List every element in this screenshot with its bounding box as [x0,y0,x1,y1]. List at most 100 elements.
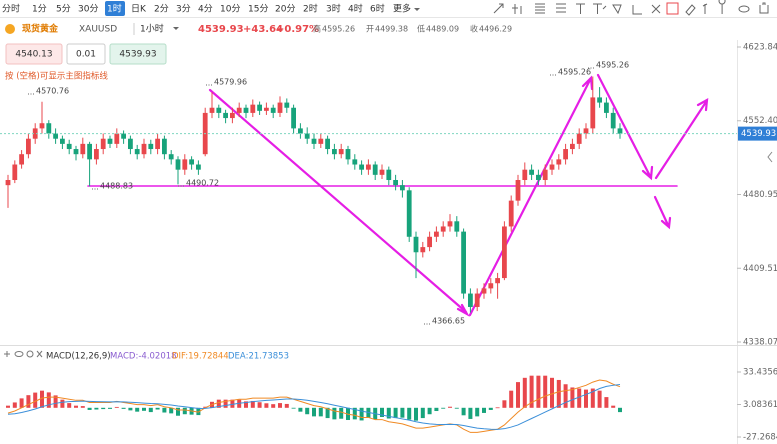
macd-bar [278,403,282,408]
period-button[interactable]: 15分 [248,4,268,15]
last-price-label: 4539.93 [741,129,776,139]
candle-body [502,226,507,279]
period-button[interactable]: 30分 [78,4,98,15]
period-button[interactable]: 5分 [56,4,71,15]
candle-body [542,169,548,181]
period-button[interactable]: 3分 [176,4,191,15]
candle-body [209,107,215,113]
candle-body [60,138,65,144]
candle-body [515,180,521,201]
macd-bar [414,407,418,421]
stat-label: 低 [417,24,425,34]
candle-body [87,143,92,160]
macd-bar [332,407,337,420]
macd-bar [60,399,65,408]
candle-body [604,102,609,113]
candle-body [162,138,167,155]
macd-bar [182,407,187,415]
period-button[interactable]: 6时 [370,3,385,15]
icon-gear[interactable] [26,350,34,358]
icon-lock[interactable] [718,0,726,14]
candle-body [243,107,249,113]
change-pct: +0.97% [276,24,319,35]
candle-body [66,143,72,150]
forecast-alt-arrow [653,195,672,230]
macd-bar [142,407,146,411]
drawings [87,73,709,317]
candle-body [257,104,262,111]
icon-channel-tool [556,3,566,13]
icon-magnet[interactable] [702,3,708,14]
collapse-arrow[interactable] [767,151,773,163]
icon-eraser[interactable] [685,4,696,16]
macd-bar [244,401,248,408]
period-button[interactable]: 1时 [107,3,122,15]
macd-legend: DIF:19.72844 [172,352,229,362]
icon-eye[interactable] [738,5,750,13]
candle-body [576,133,582,144]
icon-settings[interactable] [4,351,10,357]
stat-label: 收 [470,24,478,34]
tool-icons [493,0,769,16]
candle-body [141,143,147,155]
period-button[interactable]: 更多 [393,3,411,15]
qty-box[interactable] [66,43,106,65]
macd-bar [604,397,609,408]
price: 4539.93 [198,24,244,35]
macd-bar [128,407,133,411]
icon-close[interactable] [36,350,43,358]
icon-erase[interactable] [666,2,679,15]
dif-line [7,379,621,433]
order-panel: 4540.13 0.01 4539.93 [5,43,167,65]
macd-bar [108,407,112,409]
macd-bar [339,407,344,419]
candle-body [468,293,473,307]
candle-body [454,221,460,232]
candle-body [5,180,11,186]
candle-body [189,159,194,165]
period-button[interactable]: 3时 [326,3,341,15]
more-caret [414,8,420,11]
candle-body [338,149,344,155]
candle-body [536,174,541,181]
macd-bar [461,407,466,416]
y-tick-label: -27.26845 [743,433,777,443]
sell-box[interactable] [5,43,63,65]
candle-body [447,221,453,227]
candle-body [474,293,480,307]
macd-bar [597,390,602,408]
macd-bar [502,400,507,408]
icon-eye[interactable] [14,351,24,357]
macd-bar [556,379,561,408]
candle-body [359,164,364,170]
period-button[interactable]: 10分 [220,4,240,15]
macd-bar [312,407,316,417]
period-button[interactable]: 2时 [303,3,318,15]
instrument-symbol: XAUUSD [79,25,117,35]
icon-delete[interactable] [759,2,769,14]
trend-down-arrow [208,88,470,317]
macd-bar [427,407,432,415]
candle-body [73,149,79,155]
stat-value: 4489.09 [426,25,459,34]
icon-cross-tool [651,4,661,14]
candle-body [46,123,52,134]
interval-select[interactable]: 1小时 [140,23,164,35]
macd-bar [101,407,106,410]
period-button[interactable]: 分时 [2,3,20,15]
macd-bar [46,392,51,408]
change: +43.64 [243,24,283,35]
buy-box[interactable] [109,43,167,65]
period-button[interactable]: 4时 [348,3,363,15]
candle-body [563,149,568,160]
period-button[interactable]: 日K [131,4,147,15]
period-button[interactable]: 2分 [154,4,169,15]
period-button[interactable]: 1分 [32,4,47,15]
candle-body [32,128,38,139]
icon-text-tool [576,3,585,14]
period-button[interactable]: 4分 [198,4,213,15]
macd-bar [352,407,357,420]
candle-body [434,231,439,237]
period-button[interactable]: 20分 [275,4,295,15]
y-tick-label: 4409.51 [743,264,777,274]
